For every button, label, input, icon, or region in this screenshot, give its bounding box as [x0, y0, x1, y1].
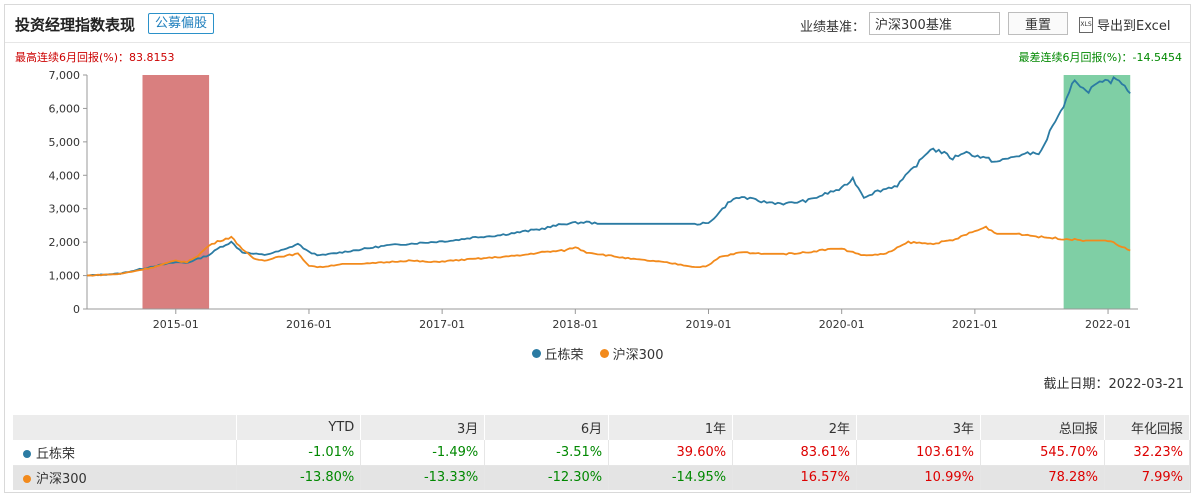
table-row[interactable]: 沪深300 -13.80% -13.33% -12.30% -14.95% 16… — [13, 465, 1191, 490]
export-excel-button[interactable]: XLS 导出到Excel — [1079, 15, 1170, 34]
table-header-row: YTD 3月 6月 1年 2年 3年 总回报 年化回报 — [13, 415, 1191, 440]
as-of-date: 截止日期：2022-03-21 — [1043, 377, 1184, 392]
series-dot-manager — [23, 449, 31, 458]
col-header-3y: 3年 — [856, 415, 981, 440]
y-tick-label: 6,000 — [49, 102, 81, 115]
col-header-total: 总回报 — [980, 415, 1105, 440]
y-tick-label: 5,000 — [49, 136, 81, 149]
x-tick-label: 2016-01 — [286, 318, 332, 331]
benchmark-label: 业绩基准： — [800, 20, 866, 35]
best-period-band — [142, 75, 210, 309]
cell-6m: -3.51% — [484, 440, 610, 466]
table-row[interactable]: 丘栋荣 -1.01% -1.49% -3.51% 39.60% 83.61% 1… — [13, 440, 1191, 466]
x-tick-label: 2015-01 — [153, 318, 199, 331]
cell-3y: 103.61% — [856, 440, 981, 466]
cell-1y: 39.60% — [608, 440, 734, 466]
xls-file-icon: XLS — [1079, 16, 1093, 33]
legend-item-benchmark[interactable]: 沪深300 — [599, 344, 664, 363]
cell-6m: -12.30% — [484, 465, 610, 490]
cell-3y: 10.99% — [856, 465, 981, 490]
y-tick-label: 2,000 — [49, 236, 81, 249]
returns-table: YTD 3月 6月 1年 2年 3年 总回报 年化回报 丘栋荣 -1.01% -… — [13, 415, 1191, 490]
x-tick-label: 2017-01 — [419, 318, 465, 331]
x-tick-label: 2020-01 — [819, 318, 865, 331]
cell-annual: 32.23% — [1104, 440, 1191, 466]
col-header-2y: 2年 — [732, 415, 858, 440]
cell-2y: 16.57% — [732, 465, 858, 490]
col-header-6m: 6月 — [484, 415, 610, 440]
row-name-cell: 丘栋荣 — [13, 440, 238, 466]
y-tick-label: 3,000 — [49, 203, 81, 216]
row-name: 沪深300 — [36, 472, 87, 488]
row-name: 丘栋荣 — [36, 446, 76, 462]
legend-item-manager[interactable]: 丘栋荣 — [531, 344, 584, 363]
cell-2y: 83.61% — [732, 440, 858, 466]
col-header-annual: 年化回报 — [1104, 415, 1191, 440]
page-title: 投资经理指数表现 — [15, 16, 136, 34]
best-6m-return: 最高连续6月回报(%)：83.8153 — [15, 51, 175, 64]
cell-ytd: -1.01% — [236, 440, 362, 466]
x-tick-label: 2022-01 — [1085, 318, 1131, 331]
series-dot-benchmark — [23, 475, 31, 484]
legend-dot-manager — [531, 349, 541, 358]
worst-6m-return: 最差连续6月回报(%)：-14.5454 — [1018, 51, 1183, 64]
cell-3m: -1.49% — [360, 440, 486, 466]
legend-label-manager: 丘栋荣 — [544, 348, 584, 363]
panel-header: 投资经理指数表现 公募偏股 业绩基准： 重置 XLS 导出到Excel — [5, 5, 1190, 43]
cell-ytd: -13.80% — [236, 465, 362, 490]
y-tick-label: 4,000 — [49, 169, 81, 182]
performance-line-chart: 0 1,000 2,000 3,000 4,000 5,000 6,000 7,000 2015… — [49, 69, 1138, 331]
cell-total: 78.28% — [980, 465, 1105, 490]
x-tick-label: 2019-01 — [686, 318, 732, 331]
cell-3m: -13.33% — [360, 465, 486, 490]
col-header-ytd: YTD — [236, 415, 362, 440]
col-header-3m: 3月 — [360, 415, 486, 440]
series-line-manager — [86, 76, 1131, 277]
row-name-cell: 沪深300 — [13, 465, 238, 490]
y-tick-label: 7,000 — [49, 69, 81, 82]
benchmark-input[interactable] — [869, 12, 1000, 35]
reset-button[interactable]: 重置 — [1008, 12, 1068, 35]
col-header-name — [13, 415, 238, 440]
y-tick-label: 0 — [73, 303, 80, 316]
x-tick-label: 2021-01 — [952, 318, 998, 331]
cell-total: 545.70% — [980, 440, 1105, 466]
legend-dot-benchmark — [599, 349, 609, 358]
x-tick-label: 2018-01 — [552, 318, 598, 331]
y-tick-label: 1,000 — [49, 270, 81, 283]
cell-annual: 7.99% — [1104, 465, 1191, 490]
series-line-benchmark — [86, 225, 1131, 277]
category-badge[interactable]: 公募偏股 — [148, 13, 215, 34]
fund-manager-index-panel: 投资经理指数表现 公募偏股 业绩基准： 重置 XLS 导出到Excel 最高连续… — [4, 4, 1191, 493]
legend-label-benchmark: 沪深300 — [612, 348, 664, 363]
worst-period-band — [1063, 75, 1131, 309]
export-excel-label: 导出到Excel — [1097, 19, 1171, 34]
col-header-1y: 1年 — [608, 415, 734, 440]
cell-1y: -14.95% — [608, 465, 734, 490]
chart-legend: 丘栋荣 沪深300 — [5, 344, 1190, 363]
